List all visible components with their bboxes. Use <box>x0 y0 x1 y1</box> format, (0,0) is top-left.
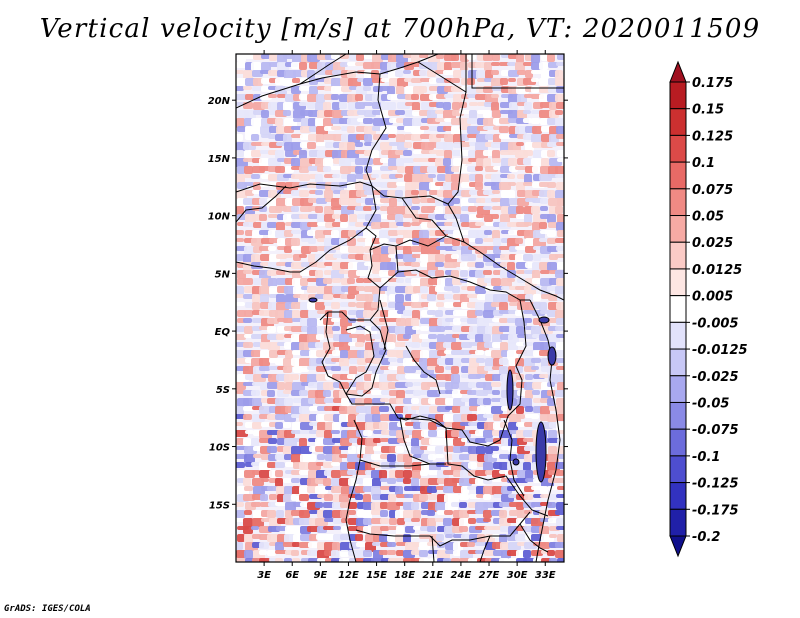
colorbar-label: -0.0125 <box>692 343 748 358</box>
lon-tick-label: 15E <box>366 570 387 581</box>
lon-tick-label: 9E <box>313 570 327 581</box>
velocity-field <box>236 54 564 562</box>
colorbar-label: -0.005 <box>692 316 739 331</box>
colorbar-min-arrow <box>669 535 687 558</box>
colorbar-label: 0.175 <box>692 76 733 91</box>
lat-tick-label: 15N <box>208 154 231 165</box>
colorbar-label: -0.175 <box>692 503 739 518</box>
colorbar-label: 0.075 <box>692 183 733 198</box>
map-frame <box>235 53 565 563</box>
lat-tick-label: EQ <box>215 327 231 338</box>
lat-tick-label: 10S <box>209 443 230 454</box>
colorbar-segment <box>669 428 687 457</box>
colorbar-segment <box>669 321 687 350</box>
colorbar-segment <box>669 134 687 163</box>
colorbar-segment <box>669 108 687 136</box>
colorbar: 0.175 0.15 0.125 0.1 0.075 0.05 0.025 0.0125 0.0… <box>669 60 748 558</box>
lon-tick-label: 18E <box>394 570 415 581</box>
lat-tick-label: 20N <box>208 96 231 107</box>
colorbar-segment <box>669 161 687 190</box>
colorbar-segment <box>669 375 687 403</box>
colorbar-label: -0.05 <box>692 396 729 411</box>
lon-tick-label: 21E <box>422 570 443 581</box>
map-title: Vertical velocity [m/s] at 700hPa, VT: 2… <box>39 14 761 44</box>
colorbar-segment <box>669 508 687 537</box>
colorbar-label: 0.125 <box>692 129 733 144</box>
lon-tick-label: 12E <box>338 570 359 581</box>
colorbar-label: -0.125 <box>692 477 739 492</box>
lakes <box>308 297 557 483</box>
colorbar-segment <box>669 215 687 243</box>
grads-credit: GrADS: IGES/COLA <box>4 604 91 614</box>
colorbar-segment <box>669 401 687 430</box>
lat-tick-label: 5S <box>216 385 230 396</box>
colorbar-label: -0.075 <box>692 423 739 438</box>
colorbar-segment <box>669 268 687 297</box>
colorbar-label: 0.025 <box>692 236 733 251</box>
lon-tick-label: 27E <box>479 570 500 581</box>
colorbar-segment <box>669 482 687 510</box>
colorbar-label: 0.0125 <box>692 263 742 278</box>
colorbar-segment <box>669 188 687 217</box>
colorbar-segment <box>669 295 687 323</box>
latitude-axis: 20N 15N 10N 5N EQ 5S 10S 15S <box>208 96 568 511</box>
colorbar-label: 0.05 <box>692 210 724 225</box>
colorbar-label: 0.1 <box>692 156 715 171</box>
colorbar-label: -0.025 <box>692 370 739 385</box>
colorbar-max-arrow <box>669 60 687 83</box>
colorbar-segment <box>669 455 687 484</box>
lon-tick-label: 33E <box>535 570 556 581</box>
colorbar-segment <box>669 241 687 270</box>
lon-tick-label: 30E <box>507 570 528 581</box>
colorbar-label: 0.15 <box>692 103 724 118</box>
colorbar-label: -0.2 <box>692 530 720 545</box>
lat-tick-label: 15S <box>209 500 230 511</box>
lat-tick-label: 10N <box>208 212 231 223</box>
lat-tick-label: 5N <box>215 269 231 280</box>
lon-tick-label: 6E <box>285 570 299 581</box>
country-borders <box>236 54 564 562</box>
colorbar-segment <box>669 348 687 377</box>
colorbar-label: -0.1 <box>692 450 720 465</box>
colorbar-segment <box>669 81 687 110</box>
lon-tick-label: 24E <box>451 570 472 581</box>
lon-tick-label: 3E <box>257 570 271 581</box>
colorbar-label: 0.005 <box>692 290 733 305</box>
longitude-axis: 3E 6E 9E 12E 15E 18E 21E 24E 27E 30E 33E <box>257 50 556 581</box>
